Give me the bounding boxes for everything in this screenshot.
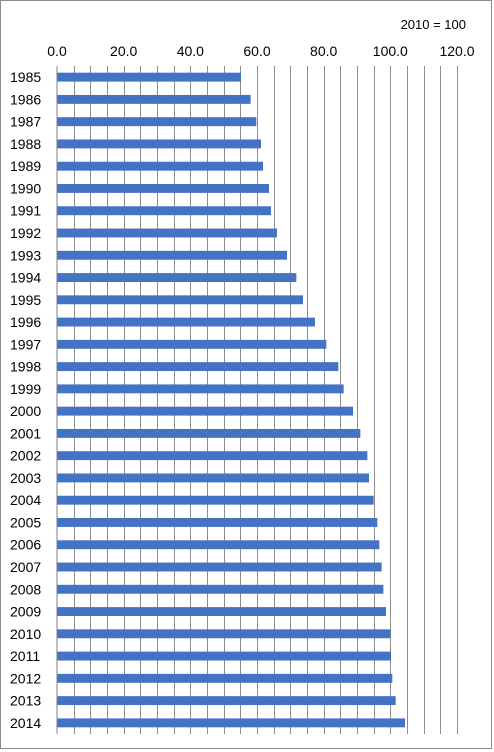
category-label-1989: 1989 xyxy=(10,158,41,174)
x-tick-label: 60.0 xyxy=(243,43,270,59)
category-label-2000: 2000 xyxy=(10,403,41,419)
category-label-1998: 1998 xyxy=(10,359,41,375)
category-label-2002: 2002 xyxy=(10,448,41,464)
category-label-1993: 1993 xyxy=(10,247,41,263)
bar-2002 xyxy=(57,451,368,461)
bar-1992 xyxy=(57,228,277,238)
bar-1995 xyxy=(57,295,303,305)
bar-1999 xyxy=(57,384,344,394)
bar-1987 xyxy=(57,117,257,127)
gridlines xyxy=(74,66,458,734)
bars xyxy=(57,72,405,728)
bar-2014 xyxy=(57,718,405,728)
bar-2003 xyxy=(57,473,369,483)
bar-2012 xyxy=(57,673,393,683)
category-label-2004: 2004 xyxy=(10,492,41,508)
bar-1997 xyxy=(57,339,327,349)
bar-1994 xyxy=(57,273,297,282)
bar-2010 xyxy=(57,629,391,639)
bar-1989 xyxy=(57,161,263,171)
category-label-1995: 1995 xyxy=(10,292,41,308)
category-label-2001: 2001 xyxy=(10,425,41,441)
category-label-1990: 1990 xyxy=(10,180,41,196)
index-base-note: 2010 = 100 xyxy=(401,17,466,32)
x-tick-label: 100.0 xyxy=(373,43,408,59)
bar-2004 xyxy=(57,495,374,505)
bar-2008 xyxy=(57,584,384,594)
bar-2000 xyxy=(57,406,353,416)
category-label-2005: 2005 xyxy=(10,514,41,530)
x-tick-label: 0.0 xyxy=(47,43,67,59)
category-label-1991: 1991 xyxy=(10,203,41,219)
category-label-2013: 2013 xyxy=(10,693,41,709)
category-label-2003: 2003 xyxy=(10,470,41,486)
bar-1996 xyxy=(57,317,315,327)
x-tick-label: 80.0 xyxy=(310,43,337,59)
bar-2013 xyxy=(57,696,396,706)
category-label-1992: 1992 xyxy=(10,225,41,241)
bar-1988 xyxy=(57,139,261,149)
bar-2006 xyxy=(57,540,380,550)
bar-2011 xyxy=(57,651,391,661)
x-tick-label: 40.0 xyxy=(177,43,204,59)
bar-2009 xyxy=(57,607,386,616)
category-label-1996: 1996 xyxy=(10,314,41,330)
bar-1993 xyxy=(57,250,287,260)
x-tick-label: 120.0 xyxy=(439,43,474,59)
x-tick-label: 20.0 xyxy=(110,43,137,59)
category-label-1987: 1987 xyxy=(10,114,41,130)
category-label-1999: 1999 xyxy=(10,381,41,397)
category-label-1985: 1985 xyxy=(10,69,41,85)
category-label-2008: 2008 xyxy=(10,581,41,597)
x-tick-labels: 0.0 20.0 40.0 60.0 80.0 100.0 120.0 xyxy=(47,43,474,59)
category-label-1997: 1997 xyxy=(10,336,41,352)
category-label-2009: 2009 xyxy=(10,604,41,620)
category-label-1986: 1986 xyxy=(10,91,41,107)
bar-1990 xyxy=(57,184,269,193)
bar-1985 xyxy=(57,72,241,82)
bar-2001 xyxy=(57,428,361,438)
category-label-2011: 2011 xyxy=(10,648,40,664)
category-label-2010: 2010 xyxy=(10,626,41,642)
category-label-1988: 1988 xyxy=(10,136,41,152)
bar-2005 xyxy=(57,518,378,527)
category-label-1994: 1994 xyxy=(10,270,41,286)
y-category-labels: 1985 1986 1987 1988 1989 1990 1991 1992 1993 1994… xyxy=(10,69,41,731)
bar-1986 xyxy=(57,94,251,104)
bar-1991 xyxy=(57,206,271,216)
bar-2007 xyxy=(57,562,382,572)
category-label-2007: 2007 xyxy=(10,559,41,575)
category-label-2006: 2006 xyxy=(10,537,41,553)
category-label-2012: 2012 xyxy=(10,670,41,686)
bar-1998 xyxy=(57,362,339,372)
category-label-2014: 2014 xyxy=(10,715,41,731)
